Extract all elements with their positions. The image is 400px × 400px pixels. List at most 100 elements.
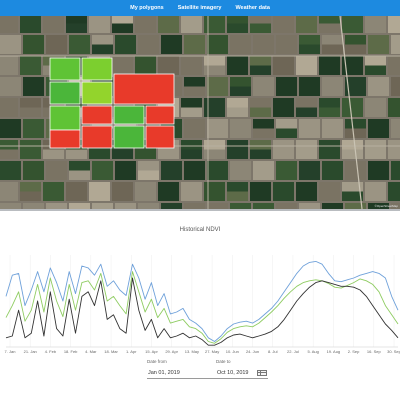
ndvi-polygon xyxy=(145,105,175,125)
ndvi-polygon xyxy=(49,129,81,149)
panel-divider[interactable] xyxy=(0,209,400,211)
field-parcel xyxy=(184,161,205,180)
date-to-value: Oct 10, 2019 xyxy=(217,369,249,376)
field-parcel xyxy=(342,98,363,117)
nav-satellite-imagery[interactable]: Satellite imagery xyxy=(177,5,222,11)
field-parcel xyxy=(391,35,400,54)
ndvi-polygon xyxy=(49,105,81,131)
field-parcel xyxy=(66,149,87,159)
field-parcel xyxy=(23,203,44,209)
x-tick-label: 4. Feb xyxy=(45,349,57,354)
field-parcel xyxy=(273,98,294,117)
field-parcel xyxy=(161,161,182,180)
map-canvas[interactable] xyxy=(0,16,400,209)
field-parcel xyxy=(184,203,205,209)
ndvi-polygon xyxy=(81,125,113,149)
field-parcel xyxy=(296,107,317,117)
nav-my-polygons[interactable]: My polygons xyxy=(130,5,164,11)
x-tick-label: 4. Mar xyxy=(85,349,97,354)
field-parcel xyxy=(342,191,363,201)
x-tick-label: 5. Aug xyxy=(307,349,318,354)
field-parcel xyxy=(23,35,44,54)
field-parcel xyxy=(388,182,400,201)
field-parcel xyxy=(322,161,343,180)
field-parcel xyxy=(158,56,179,75)
field-parcel xyxy=(250,65,271,75)
field-parcel xyxy=(115,35,136,54)
field-parcel xyxy=(69,203,90,209)
field-parcel xyxy=(276,35,297,54)
field-parcel xyxy=(342,56,363,75)
field-parcel xyxy=(250,149,271,159)
nav-weather-data[interactable]: Weather data xyxy=(235,5,270,11)
field-parcel xyxy=(345,128,366,138)
satellite-map[interactable]: ©OpenStreetMap xyxy=(0,16,400,209)
field-parcel xyxy=(342,149,363,159)
field-parcel xyxy=(207,77,228,96)
field-parcel xyxy=(92,203,113,209)
field-parcel xyxy=(250,107,271,117)
field-parcel xyxy=(20,191,41,201)
field-parcel xyxy=(43,182,64,201)
field-parcel xyxy=(227,140,248,159)
field-parcel xyxy=(365,182,386,201)
field-parcel xyxy=(207,161,228,180)
field-parcel xyxy=(319,23,340,33)
field-parcel xyxy=(388,98,400,117)
field-parcel xyxy=(227,56,248,75)
field-parcel xyxy=(207,119,228,138)
field-parcel xyxy=(0,119,21,138)
x-tick-label: 30. Sep xyxy=(387,349,400,354)
field-parcel xyxy=(89,182,110,201)
field-parcel xyxy=(299,44,320,54)
field-parcel xyxy=(92,161,113,180)
calendar-icon[interactable] xyxy=(260,369,267,376)
field-parcel xyxy=(0,16,18,33)
ndvi-polygon xyxy=(81,81,113,105)
field-parcel xyxy=(368,77,389,96)
x-tick-label: 22. Jul xyxy=(287,349,299,354)
field-parcel xyxy=(273,56,294,75)
field-parcel xyxy=(115,161,136,180)
field-parcel xyxy=(365,98,386,117)
field-parcel xyxy=(296,182,317,201)
x-tick-label: 29. Apr xyxy=(165,349,178,354)
field-parcel xyxy=(230,161,251,180)
field-parcel xyxy=(181,107,202,117)
field-parcel xyxy=(112,23,133,33)
field-parcel xyxy=(138,203,159,209)
field-parcel xyxy=(181,16,202,33)
field-parcel xyxy=(66,191,87,201)
field-parcel xyxy=(204,98,225,117)
field-parcel xyxy=(138,35,159,54)
field-parcel xyxy=(342,16,363,33)
field-parcel xyxy=(204,16,225,33)
field-parcel xyxy=(276,128,297,138)
x-tick-label: 10. Jun xyxy=(226,349,239,354)
field-parcel xyxy=(230,203,251,209)
field-parcel xyxy=(112,182,133,201)
field-parcel xyxy=(388,56,400,75)
top-navigation-bar: My polygons Satellite imagery Weather da… xyxy=(0,0,400,16)
x-tick-label: 2. Sep xyxy=(348,349,360,354)
field-parcel xyxy=(46,35,67,54)
field-parcel xyxy=(276,161,297,180)
field-parcel xyxy=(250,182,271,201)
field-parcel xyxy=(89,16,110,33)
x-tick-label: 1. Apr xyxy=(126,349,137,354)
field-parcel xyxy=(368,119,389,138)
field-parcel xyxy=(345,77,366,96)
field-parcel xyxy=(388,140,400,159)
field-parcel xyxy=(184,86,205,96)
field-parcel xyxy=(0,149,18,159)
field-parcel xyxy=(230,119,251,138)
x-tick-label: 21. Jan xyxy=(24,349,37,354)
field-parcel xyxy=(345,161,366,180)
x-tick-label: 16. Sep xyxy=(367,349,382,354)
field-parcel xyxy=(322,44,343,54)
date-to-input[interactable]: Oct 10, 2019 xyxy=(216,367,268,379)
field-parcel xyxy=(115,203,136,209)
field-parcel xyxy=(135,182,156,201)
field-parcel xyxy=(253,44,274,54)
field-parcel xyxy=(253,161,274,180)
